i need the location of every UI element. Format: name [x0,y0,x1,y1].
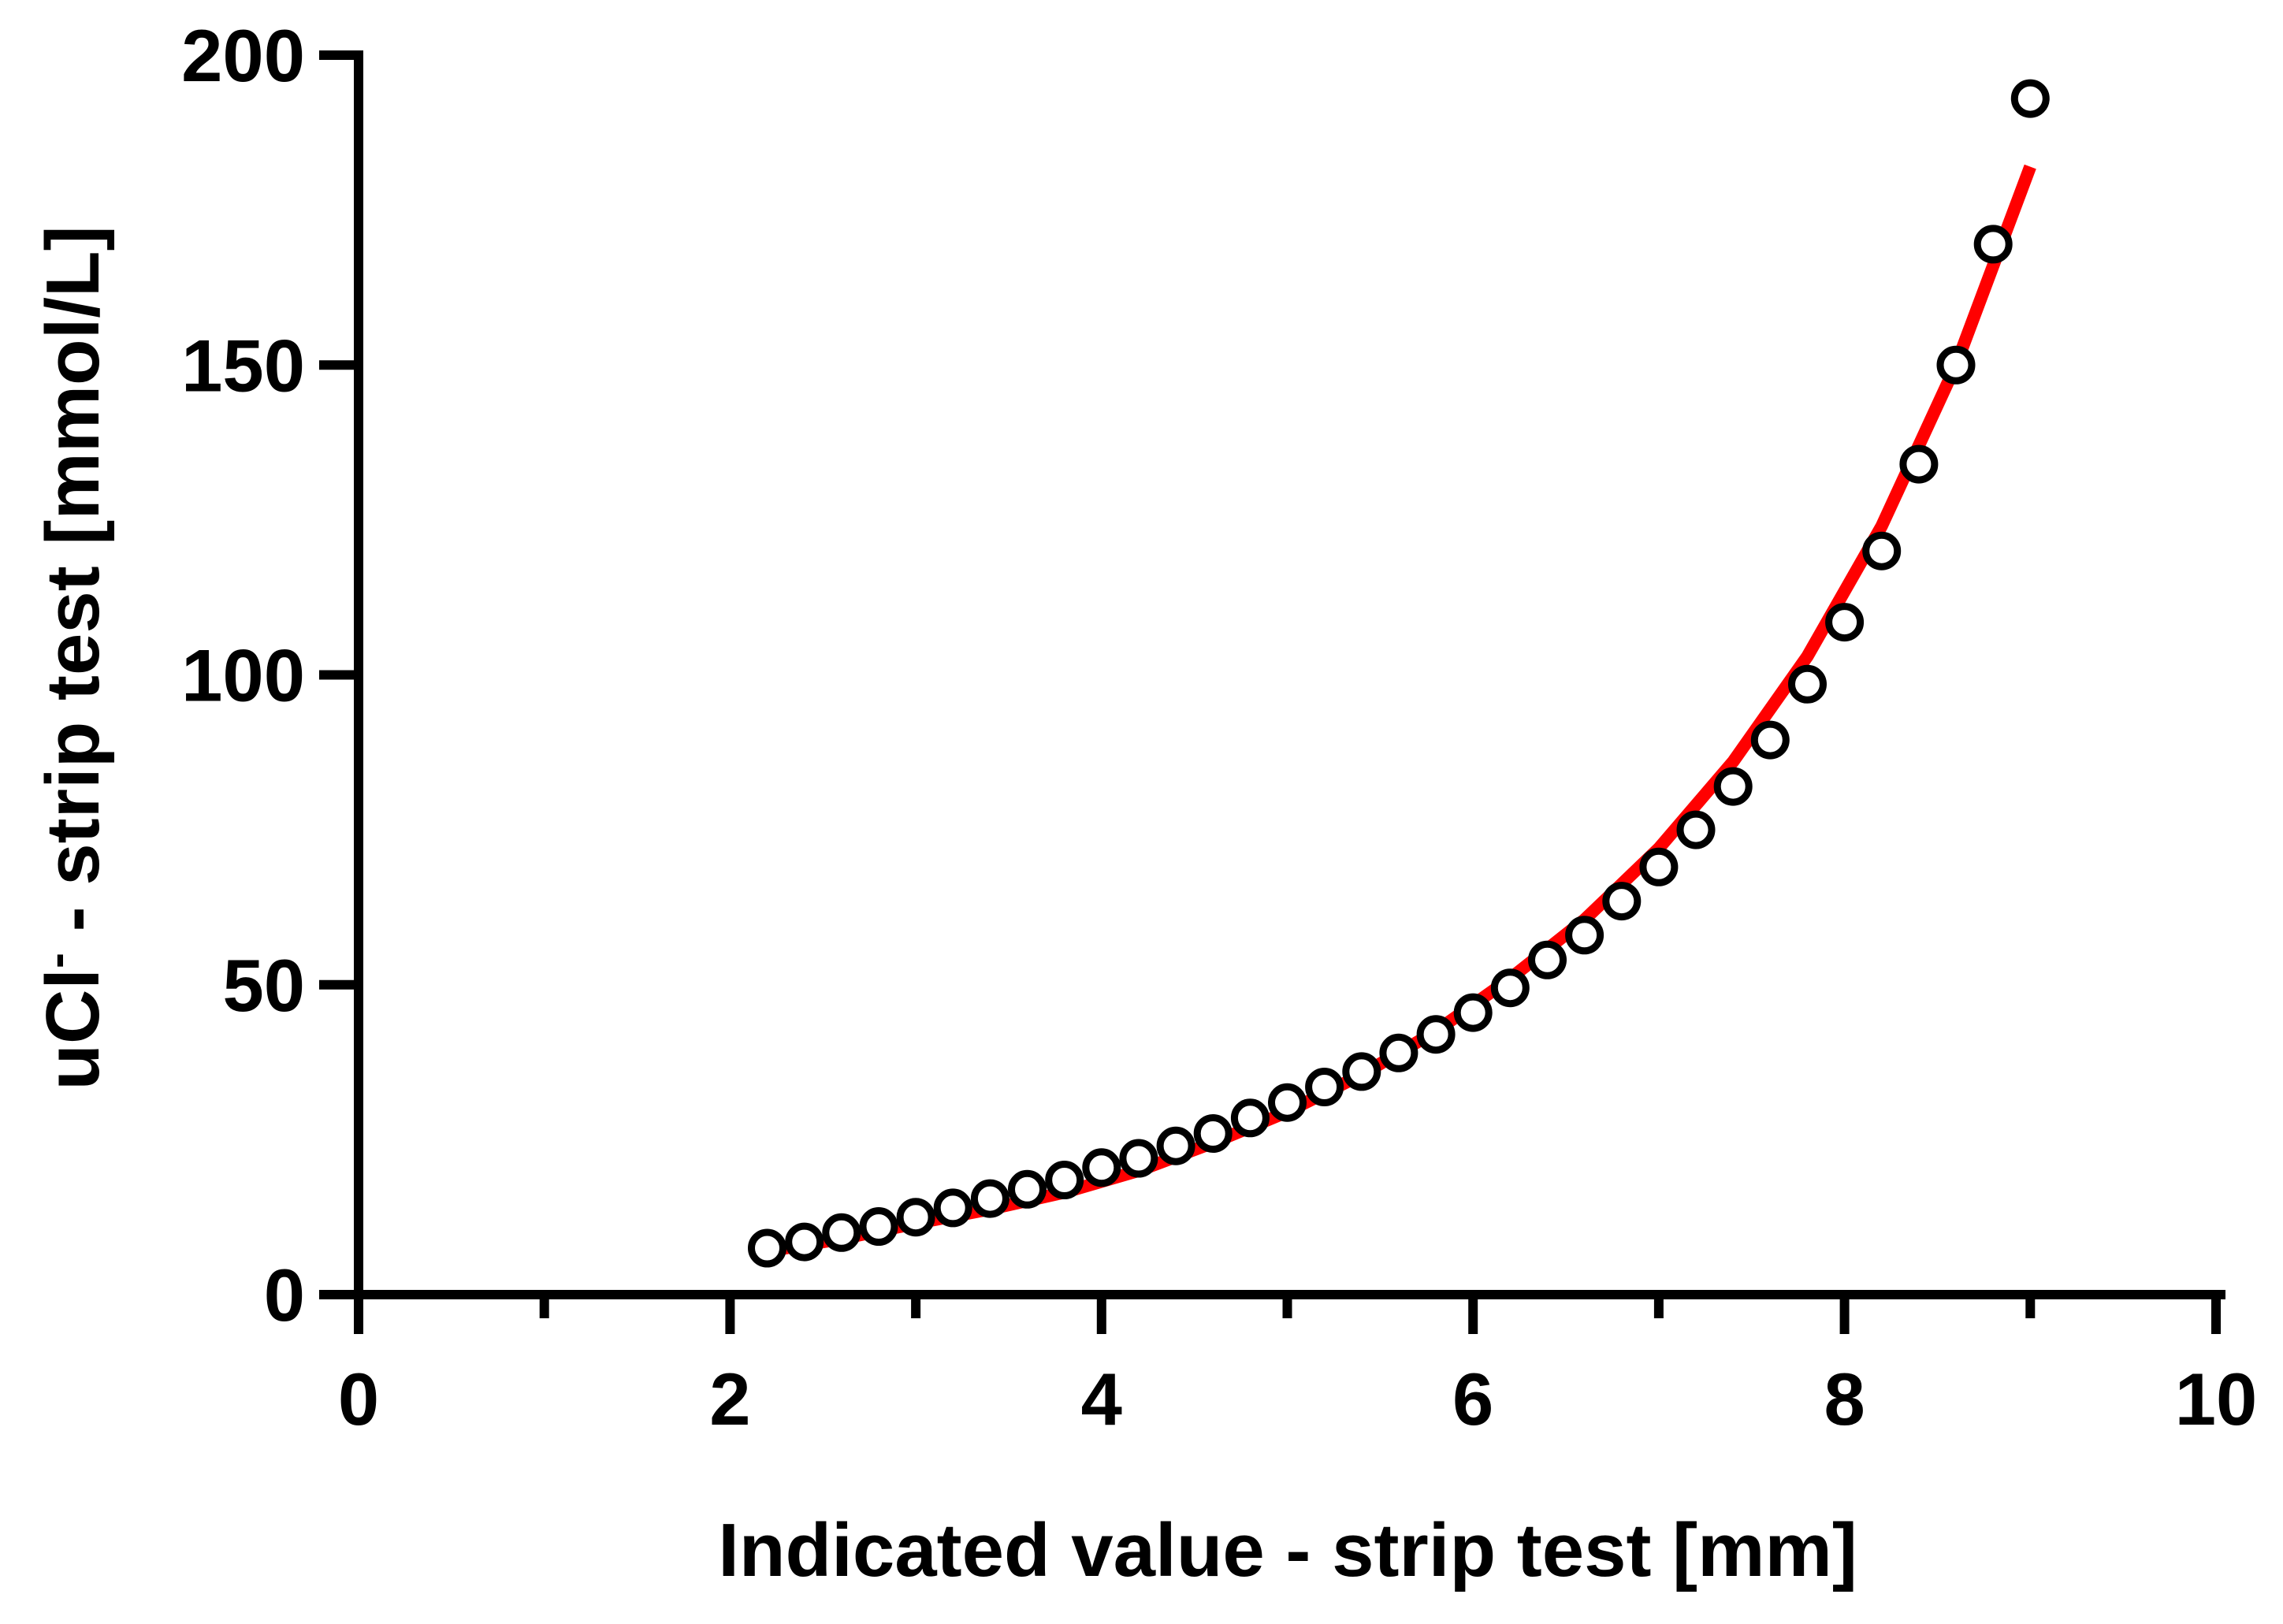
fit-curve [766,164,2036,1258]
data-point [1268,1083,1307,1122]
y-tick-label: 100 [181,634,305,717]
data-point [1788,664,1827,704]
data-point [1862,531,1902,570]
data-point [1825,603,1865,642]
data-point [1565,916,1604,955]
data-point [1490,968,1530,1008]
data-point [1379,1033,1419,1072]
x-tick-label: 8 [1824,1358,1865,1440]
data-point [1528,940,1567,979]
y-tick-label: 150 [181,324,305,407]
data-point [1230,1098,1270,1138]
data-point [1416,1015,1456,1054]
data-point [1713,767,1753,806]
data-point [1639,847,1679,886]
data-point [1899,444,1939,484]
data-point [1676,810,1716,849]
y-axis-title-superscript: - [30,953,83,968]
y-axis-title: uCl- - strip test [mmol/L] [30,225,116,1090]
data-point [748,1228,786,1268]
data-point [1119,1139,1158,1178]
y-axis-title-main: uCl [31,968,115,1091]
fit-layer [766,164,2036,1258]
x-tick-label: 6 [1452,1358,1493,1440]
data-point [785,1222,824,1262]
data-point [1045,1161,1084,1199]
x-tick-label: 0 [338,1358,379,1440]
data-point [1008,1169,1047,1209]
data-point [859,1207,898,1246]
data-point [970,1179,1010,1218]
data-point [1193,1114,1233,1153]
data-point [1750,720,1790,760]
data-point [1602,882,1642,921]
x-tick-label: 2 [709,1358,750,1440]
data-points [748,79,2050,1268]
y-tick-label: 0 [264,1254,305,1336]
axes [319,50,2225,1334]
data-point [1453,993,1493,1032]
data-point [933,1188,972,1228]
data-point [822,1213,861,1252]
data-point [1342,1052,1381,1091]
data-point [1973,225,2013,264]
data-point [1156,1126,1195,1165]
data-point [896,1198,935,1237]
data-point [2010,79,2050,118]
y-axis-title-rest: - strip test [mmol/L] [31,225,115,953]
x-axis-title: Indicated value - strip test [mm] [718,1508,1857,1592]
data-point [1936,345,1976,385]
data-point [1082,1148,1121,1187]
data-point [1305,1068,1344,1106]
y-tick-label: 200 [181,14,305,97]
x-tick-label: 10 [2175,1358,2258,1440]
y-tick-label: 50 [222,944,305,1027]
x-tick-label: 4 [1081,1358,1122,1440]
